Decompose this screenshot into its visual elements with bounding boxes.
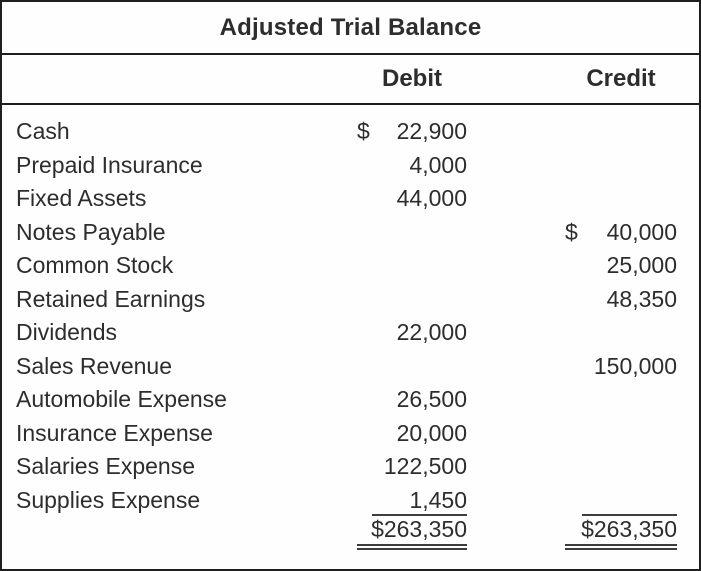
credit-total: $263,350 <box>565 516 677 550</box>
debit-amount-cell: 4,000 <box>357 149 467 183</box>
table-row-sales-revenue: Sales Revenue 150,000 <box>2 350 699 384</box>
debit-amount-cell: 1,450 <box>357 484 467 518</box>
debit-total: $263,350 <box>357 516 467 550</box>
credit-amount-cell: 150,000 <box>565 350 677 384</box>
table-row-insurance-expense: Insurance Expense 20,000 <box>2 417 699 451</box>
debit-amount-cell <box>357 283 467 317</box>
account-label: Prepaid Insurance <box>16 151 203 178</box>
debit-value: 22,000 <box>396 319 467 346</box>
debit-amount-cell: 20,000 <box>357 417 467 451</box>
table-row-salaries-expense: Salaries Expense 122,500 <box>2 450 699 484</box>
credit-amount-cell: 25,000 <box>565 249 677 283</box>
debit-amount-cell: 122,500 <box>357 450 467 484</box>
debit-value: 1,450 <box>409 486 467 513</box>
column-header-row: Debit Credit <box>2 55 699 105</box>
table-row-common-stock: Common Stock 25,000 <box>2 249 699 283</box>
account-label: Fixed Assets <box>16 185 147 212</box>
account-label: Dividends <box>16 319 117 346</box>
debit-amount-cell: 26,500 <box>357 383 467 417</box>
totals-row: $263,350 $263,350 <box>2 516 699 550</box>
account-label: Supplies Expense <box>16 486 201 513</box>
account-label: Common Stock <box>16 252 174 279</box>
debit-value: 44,000 <box>396 185 467 212</box>
credit-column-header: Credit <box>586 65 656 92</box>
table-row-supplies-expense: Supplies Expense 1,450 <box>2 484 699 518</box>
account-label: Automobile Expense <box>16 386 227 413</box>
debit-value: 20,000 <box>396 419 467 446</box>
credit-amount-cell: $ 40,000 <box>565 216 677 250</box>
credit-value: 150,000 <box>593 352 677 379</box>
table-row-fixed-assets: Fixed Assets 44,000 <box>2 182 699 216</box>
table-row-notes-payable: Notes Payable $ 40,000 <box>2 216 699 250</box>
account-label: Cash <box>16 118 70 145</box>
credit-amount-cell <box>565 149 677 183</box>
debit-value: 122,500 <box>383 453 467 480</box>
debit-value: 22,900 <box>396 118 467 145</box>
debit-amount-cell: 22,000 <box>357 316 467 350</box>
credit-amount-cell <box>565 316 677 350</box>
account-label: Insurance Expense <box>16 419 213 446</box>
debit-amount-cell <box>357 350 467 384</box>
debit-column-header: Debit <box>382 65 442 92</box>
credit-amount-cell: 48,350 <box>565 283 677 317</box>
account-label: Retained Earnings <box>16 285 206 312</box>
account-label: Sales Revenue <box>16 352 172 379</box>
credit-value: 40,000 <box>606 218 677 245</box>
credit-amount-cell <box>565 182 677 216</box>
title-bar: Adjusted Trial Balance <box>2 2 699 55</box>
credit-amount-cell <box>565 115 677 149</box>
credit-amount-cell <box>565 417 677 451</box>
debit-amount-cell: $ 22,900 <box>357 115 467 149</box>
page-title: Adjusted Trial Balance <box>219 13 482 41</box>
currency-symbol: $ <box>357 118 370 145</box>
credit-amount-cell <box>565 383 677 417</box>
debit-amount-cell: 44,000 <box>357 182 467 216</box>
account-label: Salaries Expense <box>16 453 195 480</box>
credit-value: 25,000 <box>606 252 677 279</box>
credit-amount-cell <box>565 484 677 518</box>
credit-value: 48,350 <box>606 285 677 312</box>
account-label: Notes Payable <box>16 218 166 245</box>
debit-value: 4,000 <box>409 151 467 178</box>
currency-symbol: $ <box>565 218 578 245</box>
debit-amount-cell <box>357 216 467 250</box>
table-row-dividends: Dividends 22,000 <box>2 316 699 350</box>
debit-amount-cell <box>357 249 467 283</box>
table-body: Cash $ 22,900 Prepaid Insurance 4,000 <box>2 105 699 550</box>
table-row-automobile-expense: Automobile Expense 26,500 <box>2 383 699 417</box>
table-row-retained-earnings: Retained Earnings 48,350 <box>2 283 699 317</box>
table-row-cash: Cash $ 22,900 <box>2 115 699 149</box>
credit-amount-cell <box>565 450 677 484</box>
table-row-prepaid-insurance: Prepaid Insurance 4,000 <box>2 149 699 183</box>
debit-value: 26,500 <box>396 386 467 413</box>
